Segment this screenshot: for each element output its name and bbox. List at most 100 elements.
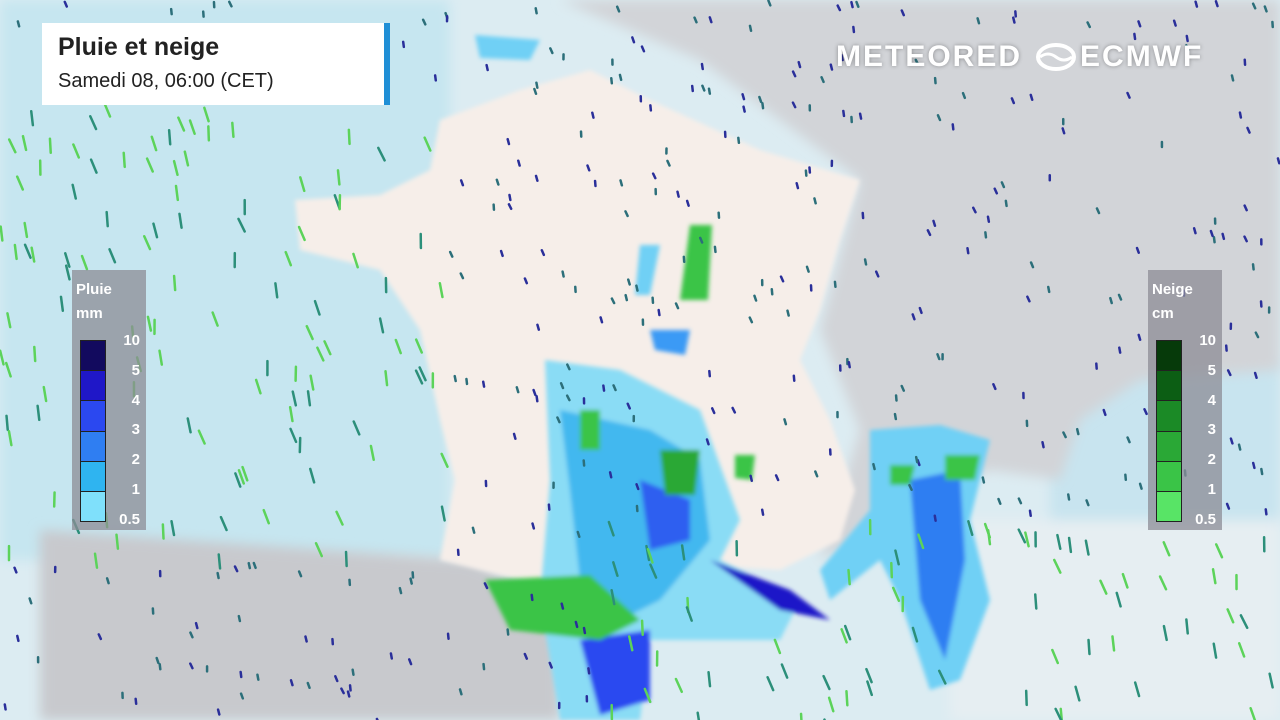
wind-arrow: [517, 159, 521, 167]
wind-arrow: [1185, 34, 1189, 43]
wind-arrow: [306, 681, 311, 690]
wind-arrow: [458, 688, 463, 696]
scale-tick: 5: [131, 361, 140, 379]
wind-arrow: [13, 566, 18, 574]
wind-arrow: [512, 432, 517, 440]
wind-arrow: [933, 514, 937, 522]
wind-arrow: [1137, 20, 1142, 28]
wind-arrow: [1109, 296, 1113, 305]
wind-arrow: [89, 115, 98, 131]
wind-arrow: [559, 382, 565, 390]
wind-arrow: [737, 136, 741, 145]
wind-arrow: [394, 338, 402, 355]
wind-arrow: [1276, 157, 1280, 165]
wind-arrow: [378, 317, 385, 334]
wind-arrow: [710, 407, 716, 415]
wind-arrow: [93, 552, 99, 569]
wind-arrow: [893, 412, 898, 421]
snow-legend: Neige cm 10 5 4 3 2 1 0.5: [1148, 270, 1222, 530]
wind-arrow: [352, 420, 361, 436]
wind-arrow: [5, 414, 9, 432]
wind-arrow: [610, 589, 616, 606]
scale-swatch: [81, 371, 105, 402]
wind-arrow: [1135, 246, 1140, 254]
wind-arrow: [799, 712, 803, 720]
wind-arrow: [7, 138, 17, 154]
scale-tick: 4: [1207, 391, 1216, 409]
wind-arrow: [421, 18, 427, 26]
scale-tick: 3: [131, 421, 140, 439]
wind-arrow: [59, 295, 65, 312]
wind-arrow: [951, 123, 955, 131]
wind-arrow: [1010, 97, 1016, 105]
wind-arrow: [334, 675, 339, 683]
wind-arrow: [189, 662, 194, 670]
wind-arrow: [1185, 44, 1190, 52]
wind-arrow: [1099, 579, 1108, 595]
wind-arrow: [340, 687, 345, 695]
wind-arrow: [16, 20, 21, 28]
wind-arrow: [254, 378, 262, 395]
wind-arrow: [508, 193, 512, 202]
wind-arrow: [914, 455, 919, 464]
wind-arrow: [693, 16, 698, 24]
wind-arrow: [911, 313, 916, 321]
wind-arrow: [1111, 635, 1116, 652]
wind-arrow: [786, 309, 790, 317]
wind-arrow: [183, 150, 190, 167]
wind-arrow: [900, 9, 906, 17]
wind-arrow: [850, 0, 854, 9]
wind-arrow: [1226, 369, 1232, 377]
wind-arrow: [540, 249, 546, 257]
wind-arrow: [72, 143, 81, 159]
rain-color-scale: [80, 340, 106, 522]
wind-arrow: [680, 544, 686, 561]
wind-arrow: [63, 0, 69, 8]
scale-tick: 4: [131, 391, 140, 409]
wind-arrow: [908, 483, 913, 491]
wind-arrow: [531, 522, 536, 530]
wind-arrow: [1024, 531, 1030, 548]
wind-arrow: [1162, 541, 1171, 557]
wind-arrow: [1209, 229, 1214, 238]
wind-arrow: [845, 690, 849, 707]
wind-arrow: [624, 293, 629, 302]
wind-arrow: [459, 272, 465, 280]
wind-arrow: [384, 369, 389, 387]
ecmwf-emblem-icon: [1036, 43, 1077, 71]
wind-arrow: [651, 172, 657, 180]
wind-arrow: [674, 677, 683, 694]
wind-arrow: [241, 465, 249, 482]
wind-arrow: [612, 561, 619, 577]
wind-arrow: [631, 36, 636, 44]
wind-arrow: [967, 520, 974, 537]
wind-arrow: [602, 384, 606, 392]
wind-arrow: [761, 101, 765, 110]
wind-arrow: [1260, 467, 1264, 476]
wind-arrow: [13, 243, 18, 261]
wind-arrow: [219, 515, 228, 532]
wind-arrow: [150, 135, 158, 152]
wind-arrow: [506, 628, 510, 636]
wind-arrow: [1243, 204, 1248, 212]
wind-arrow: [0, 225, 4, 242]
wind-arrow: [1185, 618, 1189, 635]
wind-arrow: [615, 5, 621, 13]
wind-arrow: [377, 146, 386, 162]
wind-arrow: [1029, 261, 1035, 269]
wind-arrow: [1126, 436, 1131, 444]
wind-arrow: [1059, 707, 1064, 720]
wind-arrow: [3, 703, 7, 711]
scale-swatch: [81, 491, 105, 522]
scale-tick: 10: [123, 332, 140, 349]
wind-arrow: [7, 430, 13, 447]
wind-arrow: [64, 252, 71, 268]
wind-arrow: [145, 157, 154, 173]
wind-arrow: [448, 250, 454, 258]
wind-arrow: [918, 306, 923, 315]
wind-arrow: [749, 474, 754, 482]
wind-arrow: [872, 462, 876, 471]
wind-arrow: [847, 568, 851, 586]
